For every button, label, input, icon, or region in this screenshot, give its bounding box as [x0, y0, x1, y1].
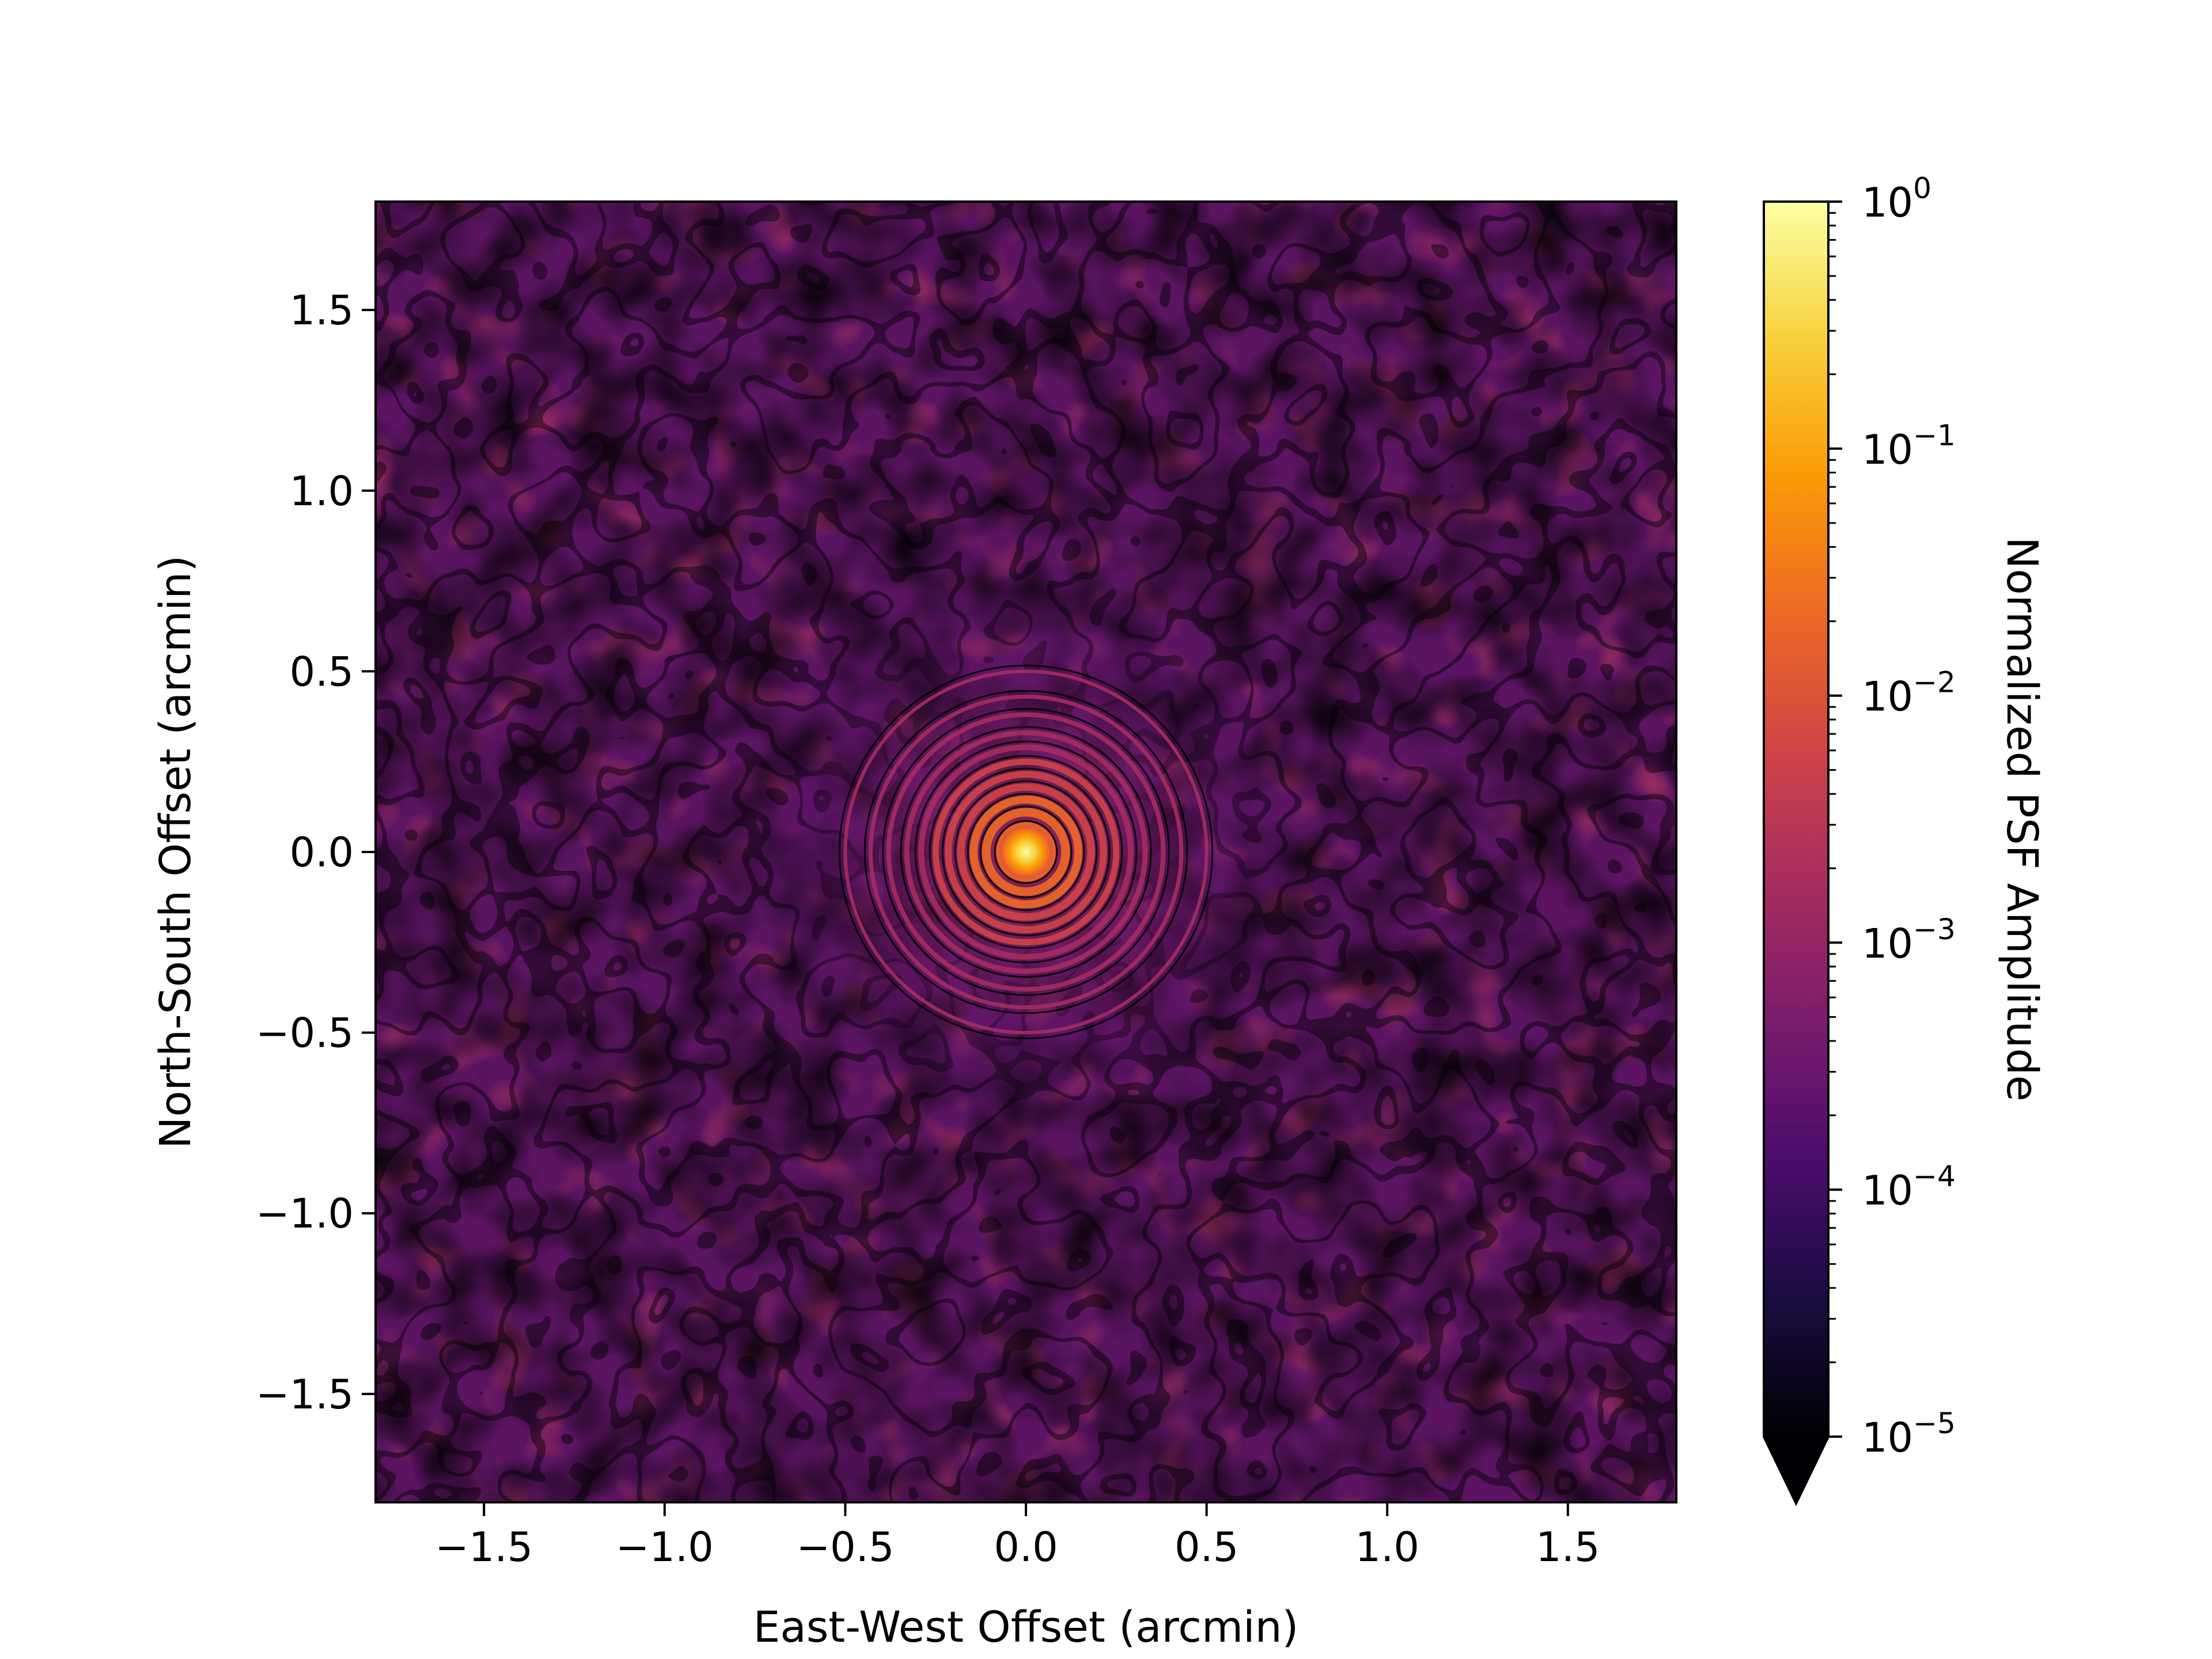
- ring-contour: [900, 726, 1152, 978]
- colorbar-frame: [1763, 200, 1830, 1506]
- x-axis-label: East-West Offset (arcmin): [753, 1603, 1299, 1652]
- x-tick-label: −1.5: [435, 1524, 533, 1571]
- airy-ring: [843, 669, 1209, 1035]
- ring-contour: [863, 690, 1188, 1014]
- y-tick-label: 0.0: [290, 829, 354, 876]
- airy-ring: [904, 730, 1148, 974]
- ring-contour: [929, 755, 1123, 949]
- y-tick-label: −1.0: [256, 1190, 354, 1237]
- ring-contour: [941, 767, 1111, 937]
- ring-contour: [914, 740, 1138, 964]
- colorbar-tick-label: 10−5: [1862, 1407, 1956, 1461]
- ring-contour: [979, 805, 1073, 899]
- y-tick-label: 1.0: [290, 468, 354, 515]
- airy-ring: [969, 796, 1082, 908]
- x-tick-label: 0.5: [1175, 1524, 1238, 1571]
- x-tick-label: 1.0: [1355, 1524, 1419, 1571]
- ring-contour: [967, 793, 1085, 911]
- airy-ring: [918, 744, 1134, 960]
- colorbar: 100 10−1 10−2 10−3 10−4 10−5 Normalized PSF A…: [1763, 172, 2047, 1506]
- ring-contour: [994, 820, 1058, 884]
- heatmap-plot-area: [376, 202, 1676, 1502]
- y-tick-label: 0.5: [290, 648, 354, 695]
- colorbar-tick-label: 10−4: [1862, 1160, 1956, 1214]
- x-tick-label: −0.5: [796, 1524, 894, 1571]
- colorbar-tick-label: 100: [1862, 172, 1931, 226]
- colorbar-ticks: 100 10−1 10−2 10−3 10−4 10−5: [1828, 172, 1956, 1461]
- y-tick-label: 1.5: [290, 287, 354, 334]
- y-axis-ticks: −1.5 −1.0 −0.5 0.0 0.5 1.0 1.5: [256, 287, 376, 1418]
- colorbar-tick-label: 10−1: [1862, 419, 1956, 474]
- x-tick-label: −1.0: [616, 1524, 714, 1571]
- colorbar-gradient: [1764, 202, 1828, 1437]
- airy-ring: [868, 694, 1184, 1010]
- airy-ring: [886, 712, 1166, 992]
- airy-ring: [945, 771, 1107, 933]
- airy-ring: [982, 808, 1070, 896]
- ring-contour: [954, 780, 1098, 924]
- x-axis-ticks: −1.5 −1.0 −0.5 0.0 0.5 1.0 1.5: [435, 1502, 1600, 1571]
- y-axis-label: North-South Offset (arcmin): [151, 555, 200, 1149]
- colorbar-tick-label: 10−2: [1862, 666, 1956, 721]
- psf-peak: [998, 824, 1054, 880]
- x-tick-label: 0.0: [994, 1524, 1058, 1571]
- airy-ring: [957, 783, 1095, 921]
- x-tick-label: 1.5: [1536, 1524, 1600, 1571]
- colorbar-label: Normalized PSF Amplitude: [1997, 537, 2047, 1101]
- colorbar-tick-label: 10−3: [1862, 912, 1956, 967]
- ring-contour: [882, 708, 1170, 996]
- colorbar-extend-min-triangle: [1764, 1437, 1828, 1503]
- ring-contour: [838, 664, 1214, 1040]
- y-tick-label: −0.5: [256, 1010, 354, 1057]
- y-tick-label: −1.5: [256, 1371, 354, 1418]
- airy-ring: [932, 758, 1120, 946]
